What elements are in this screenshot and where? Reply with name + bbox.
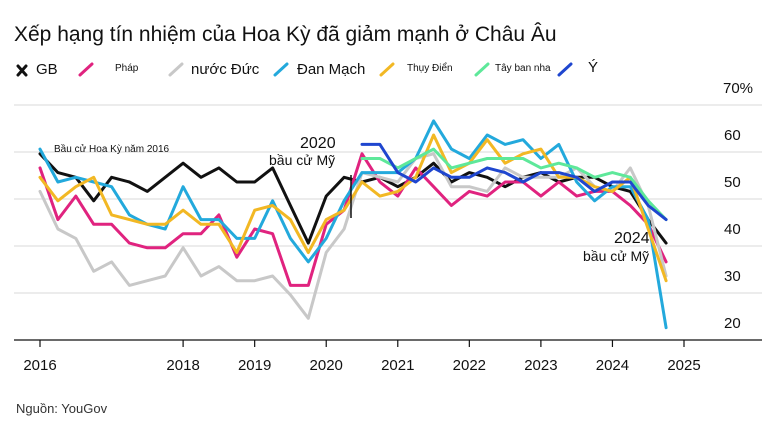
x-tick-label: 2018 (166, 357, 199, 374)
x-tick-label: 2025 (667, 357, 700, 374)
series-line-ý (360, 142, 668, 222)
annotation-2020-year: 2020 (300, 135, 336, 152)
y-tick-label: 30 (724, 268, 741, 285)
y-tick-label: 50 (724, 174, 741, 191)
annotation-2024-label: bầu cử Mỹ (583, 248, 649, 264)
y-tick-label: 20 (724, 315, 741, 332)
legend-item-phap: Pháp (78, 62, 139, 77)
legend-item-duc: nước Đức (168, 61, 260, 78)
legend-item-taybannha: Tây ban nha (474, 62, 551, 77)
legend-swatch-thuydien (379, 62, 395, 77)
legend: GB Pháp nước Đức Đan Mạch Thụy Điển Tây … (16, 59, 598, 78)
series-line-pháp (38, 152, 668, 287)
x-tick-label: 2024 (596, 357, 629, 374)
x-tick-label: 2019 (238, 357, 271, 374)
legend-swatch-taybannha (474, 62, 490, 77)
legend-swatch-duc (168, 62, 184, 77)
legend-label-taybannha: Tây ban nha (495, 63, 551, 74)
legend-label-danmach: Đan Mạch (297, 61, 365, 78)
x-tick-label: 2022 (453, 357, 486, 374)
source-note: Nguồn: YouGov (16, 401, 108, 416)
annotation-2016-election: Bầu cử Hoa Kỳ năm 2016 (54, 143, 170, 155)
x-tick-label: 2023 (524, 357, 557, 374)
legend-swatch-y (557, 62, 573, 77)
annotation-2020-label: bầu cử Mỹ (269, 152, 335, 168)
x-axis-ticks: 2016 2018 2019 2020 2021 2022 2023 2024 2025 (23, 340, 701, 374)
x-tick-label: 2021 (381, 357, 414, 374)
series-line-thụy-điển (38, 133, 668, 283)
legend-item-gb: GB (16, 61, 58, 78)
legend-label-y: Ý (588, 59, 598, 76)
legend-label-thuydien: Thụy Điển (407, 62, 453, 74)
y-axis-unit-label: 70% (723, 80, 753, 97)
legend-label-gb: GB (36, 61, 58, 78)
legend-swatch-gb (16, 64, 28, 77)
y-tick-label: 40 (724, 221, 741, 238)
series-line-nước-đức (38, 152, 668, 320)
legend-swatch-danmach (273, 62, 289, 77)
legend-item-danmach: Đan Mạch (273, 61, 365, 78)
legend-swatch-phap (78, 62, 94, 77)
chart-title: Xếp hạng tín nhiệm của Hoa Kỳ đã giảm mạ… (14, 23, 557, 46)
legend-label-duc: nước Đức (191, 61, 260, 78)
x-tick-label: 2020 (310, 357, 343, 374)
legend-label-phap: Pháp (115, 63, 139, 74)
legend-item-y: Ý (557, 59, 598, 77)
series-line-tây-ban-nha (360, 147, 668, 222)
annotation-2024-year: 2024 (614, 230, 650, 247)
y-tick-label: 60 (724, 127, 741, 144)
y-axis-ticks: 20 30 40 50 60 (724, 127, 741, 332)
series-lines (38, 119, 668, 330)
legend-item-thuydien: Thụy Điển (379, 62, 453, 77)
x-tick-label: 2016 (23, 357, 56, 374)
annotations: Bầu cử Hoa Kỳ năm 2016 2020 bầu cử Mỹ 20… (54, 135, 650, 264)
